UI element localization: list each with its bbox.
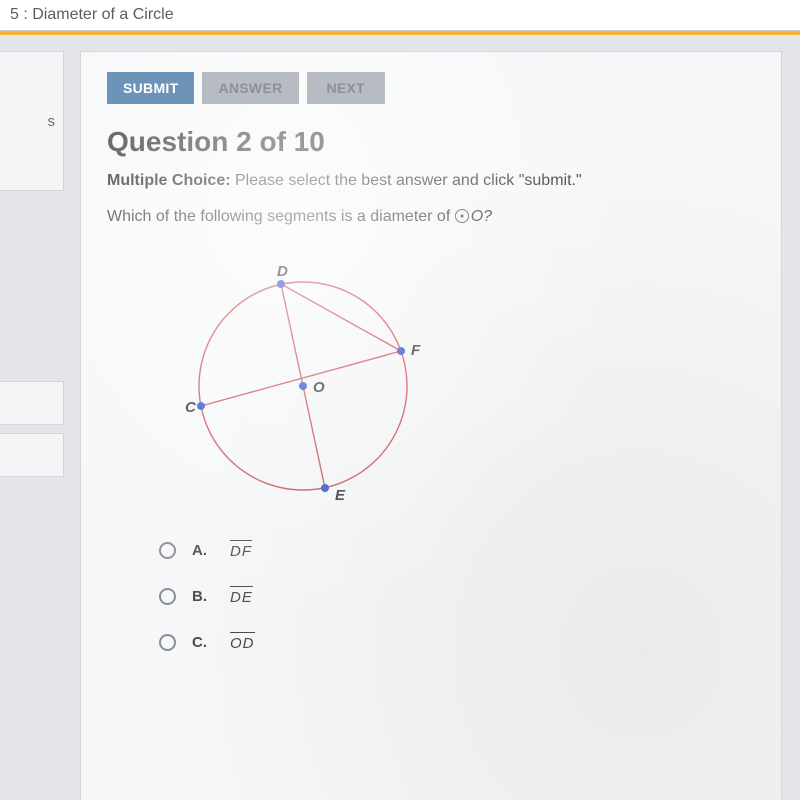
- answer-segment: DE: [230, 586, 253, 606]
- svg-text:F: F: [411, 342, 421, 359]
- answer-button[interactable]: ANSWER: [202, 72, 298, 104]
- answer-radio-de[interactable]: [159, 588, 176, 605]
- next-button[interactable]: NEXT: [307, 72, 386, 104]
- answer-letter: C.: [192, 634, 214, 651]
- submit-button[interactable]: SUBMIT: [107, 72, 194, 104]
- svg-text:E: E: [335, 487, 346, 504]
- answer-option-df[interactable]: A. DF: [159, 540, 755, 560]
- circle-diagram-svg: O D F C E: [153, 236, 453, 526]
- answer-list: A. DF B. DE C. OD: [107, 540, 755, 652]
- question-panel: SUBMIT ANSWER NEXT Question 2 of 10 Mult…: [80, 51, 782, 800]
- sidebar-panel-3: [0, 433, 64, 477]
- sidebar-panel-2: [0, 381, 64, 425]
- sidebar-label-partial: s: [48, 113, 56, 130]
- answer-option-od[interactable]: C. OD: [159, 632, 755, 652]
- answer-radio-df[interactable]: [159, 542, 176, 559]
- question-instruction: Multiple Choice: Please select the best …: [107, 172, 755, 190]
- sidebar-panel-1: s: [0, 51, 64, 191]
- answer-option-de[interactable]: B. DE: [159, 586, 755, 606]
- answer-radio-od[interactable]: [159, 634, 176, 651]
- answer-letter: B.: [192, 588, 214, 605]
- question-instruction-label: Multiple Choice:: [107, 172, 231, 189]
- action-buttons: SUBMIT ANSWER NEXT: [107, 72, 755, 104]
- svg-text:O: O: [313, 379, 325, 396]
- question-body-post: O?: [471, 208, 492, 225]
- question-body-pre: Which of the following segments is a dia…: [107, 208, 455, 225]
- circle-dot-icon: [455, 209, 469, 223]
- svg-text:C: C: [185, 399, 197, 416]
- lesson-title-bar: 5 : Diameter of a Circle: [0, 0, 800, 31]
- circle-diagram: O D F C E: [153, 236, 453, 526]
- answer-segment: DF: [230, 540, 252, 560]
- workspace: s SUBMIT ANSWER NEXT Question 2 of 10 Mu…: [0, 35, 800, 800]
- question-heading: Question 2 of 10: [107, 126, 755, 158]
- question-body: Which of the following segments is a dia…: [107, 208, 755, 226]
- answer-letter: A.: [192, 542, 214, 559]
- question-instruction-text: Please select the best answer and click …: [231, 172, 582, 189]
- lesson-title-text: 5 : Diameter of a Circle: [10, 6, 174, 23]
- answer-segment: OD: [230, 632, 255, 652]
- sidebar: s: [0, 51, 64, 800]
- svg-text:D: D: [277, 263, 288, 280]
